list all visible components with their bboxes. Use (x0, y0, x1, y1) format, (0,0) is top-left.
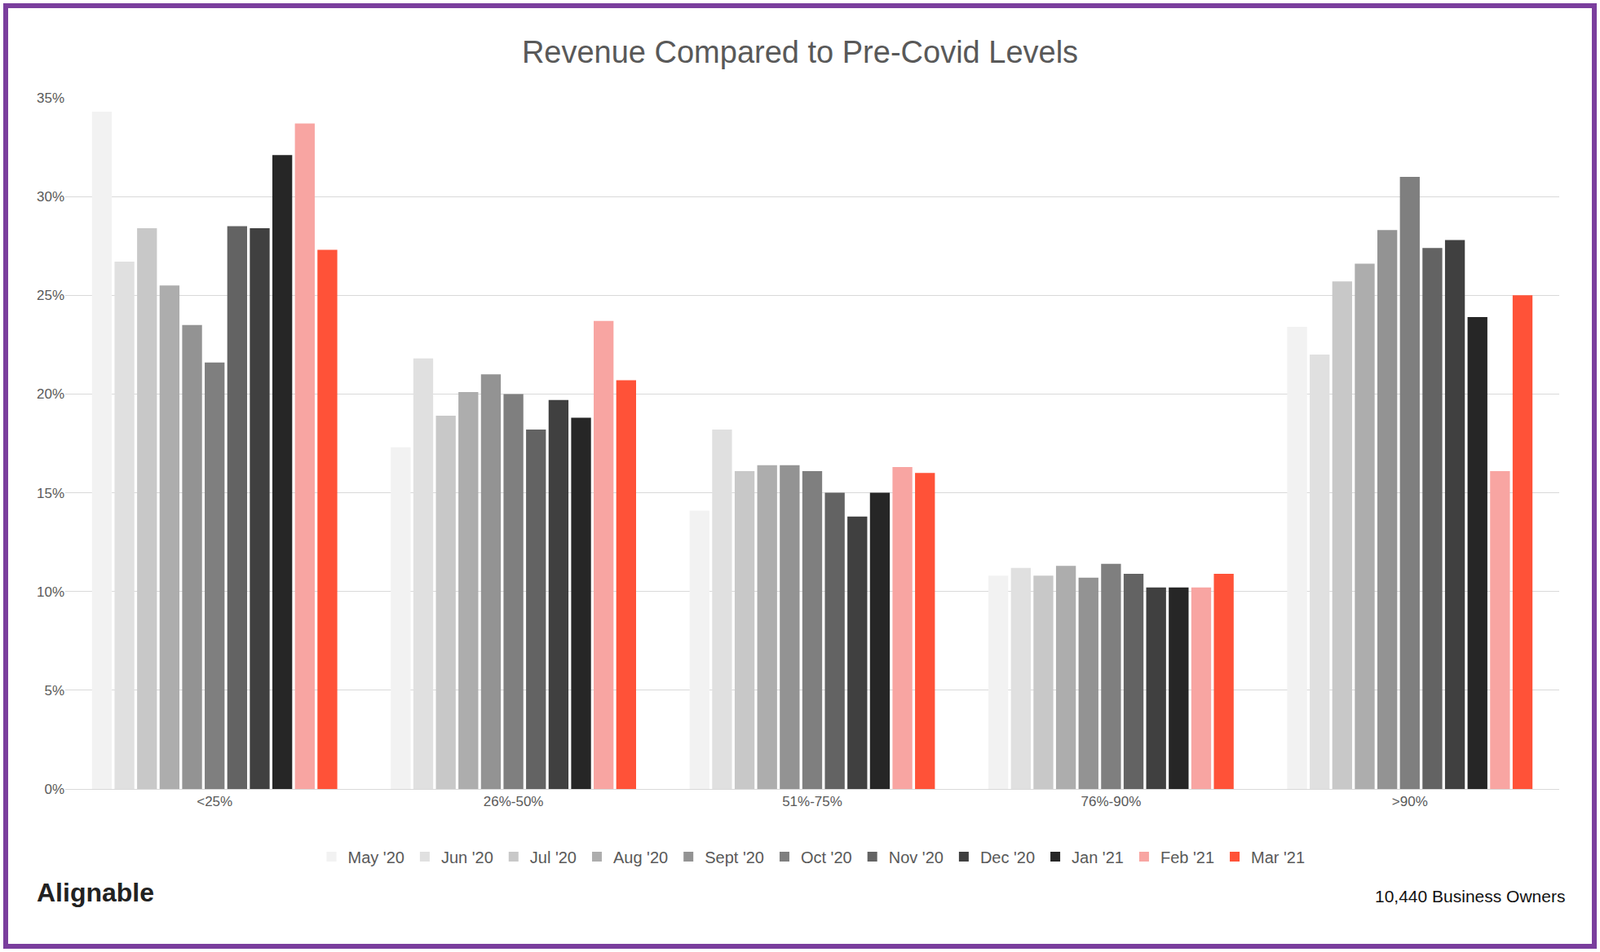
svg-text:20%: 20% (36, 386, 65, 403)
svg-text:25%: 25% (36, 287, 65, 304)
svg-text:5%: 5% (44, 683, 65, 699)
svg-text:May '20: May '20 (348, 848, 405, 867)
svg-text:Jul '20: Jul '20 (530, 848, 577, 867)
svg-text:Jan '21: Jan '21 (1071, 848, 1124, 867)
svg-text:<25%: <25% (196, 794, 233, 810)
svg-text:30%: 30% (36, 189, 65, 205)
svg-text:35%: 35% (36, 90, 65, 107)
svg-text:Mar '21: Mar '21 (1250, 848, 1305, 867)
svg-text:Sept '20: Sept '20 (704, 848, 765, 867)
svg-text:Revenue Compared to Pre-Covid: Revenue Compared to Pre-Covid Levels (521, 35, 1079, 70)
svg-text:Jun '20: Jun '20 (441, 848, 494, 867)
svg-text:Nov '20: Nov '20 (888, 848, 944, 867)
svg-text:Feb '21: Feb '21 (1160, 848, 1215, 867)
svg-text:Oct '20: Oct '20 (800, 848, 853, 867)
svg-text:51%-75%: 51%-75% (782, 794, 843, 810)
svg-text:10%: 10% (36, 584, 65, 601)
svg-text:0%: 0% (44, 782, 65, 798)
svg-text:15%: 15% (36, 486, 65, 502)
svg-text:>90%: >90% (1392, 794, 1428, 810)
svg-text:Alignable: Alignable (36, 878, 155, 908)
svg-text:Dec '20: Dec '20 (980, 848, 1035, 867)
svg-text:76%-90%: 76%-90% (1081, 794, 1142, 810)
svg-text:26%-50%: 26%-50% (483, 794, 544, 810)
svg-text:Aug '20: Aug '20 (613, 848, 668, 867)
svg-text:10,440 Business Owners: 10,440 Business Owners (1374, 887, 1565, 907)
